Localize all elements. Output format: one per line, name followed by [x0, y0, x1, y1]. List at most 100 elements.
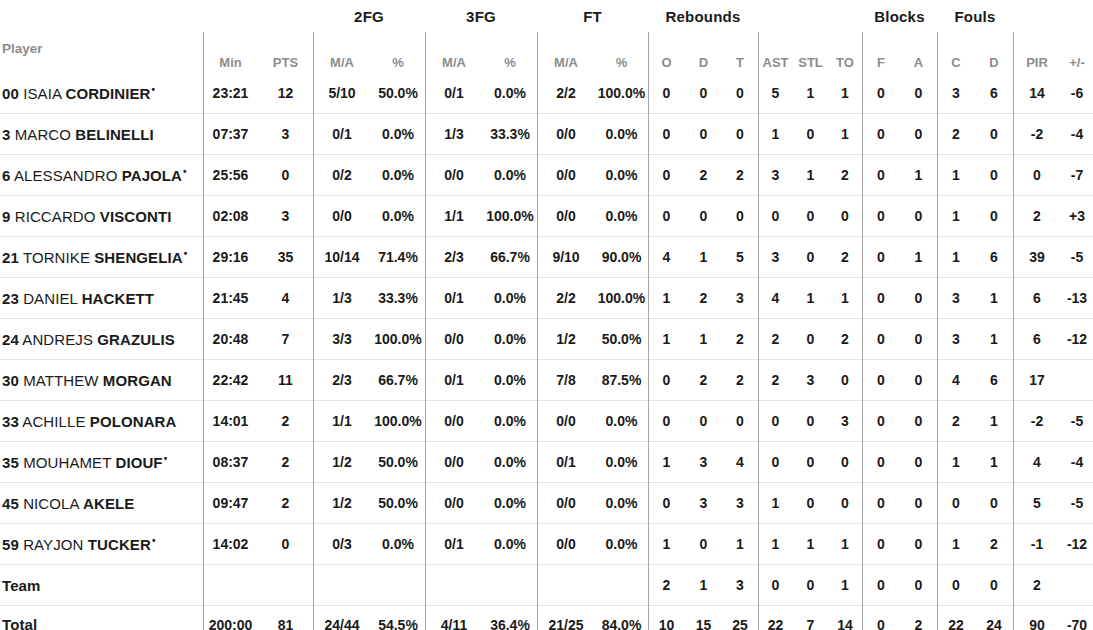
- cell-plus-minus: -12: [1061, 331, 1093, 347]
- cell-min: 25:56: [203, 167, 258, 183]
- col-header-m-a: M/A: [425, 55, 483, 73]
- player-name[interactable]: 3 MARCO BELINELLI: [0, 126, 203, 143]
- cell-reb-d: 0: [685, 536, 722, 552]
- player-name[interactable]: 59 RAYJON TUCKER•: [0, 535, 203, 553]
- cell-blk-a: 0: [900, 331, 937, 347]
- cell-pir: 0: [1013, 167, 1061, 183]
- cell-pts: 35: [258, 249, 313, 265]
- cell-3fg-ma: 0/0: [425, 413, 483, 429]
- cell-min: 22:42: [203, 372, 258, 388]
- group-header-2fg: 2FG: [313, 8, 425, 25]
- player-name[interactable]: 00 ISAIA CORDINIER•: [0, 84, 203, 102]
- cell-pts: 2: [258, 495, 313, 511]
- player-row: 21 TORNIKE SHENGELIA•29:163510/1471.4%2/…: [0, 237, 1093, 278]
- cell-pir: 6: [1013, 290, 1061, 306]
- cell-pts: 81: [258, 617, 313, 630]
- cell-reb-t: 2: [722, 331, 758, 347]
- cell-reb-o: 0: [648, 126, 685, 142]
- col-header-col: +/-: [1061, 55, 1093, 73]
- cell-ft-pct: 0.0%: [595, 454, 648, 470]
- cell-blk-a: 0: [900, 495, 937, 511]
- cell-3fg-pct: 0.0%: [483, 372, 537, 388]
- cell-stl: 0: [793, 495, 828, 511]
- player-last-name: BELINELLI: [75, 126, 153, 143]
- player-name[interactable]: 24 ANDREJS GRAZULIS: [0, 331, 203, 348]
- cell-stl: 0: [793, 126, 828, 142]
- player-name[interactable]: 6 ALESSANDRO PAJOLA•: [0, 166, 203, 184]
- cell-3fg-ma: 0/1: [425, 290, 483, 306]
- cell-ft-pct: 50.0%: [595, 331, 648, 347]
- cell-blk-f: 0: [862, 536, 900, 552]
- player-name[interactable]: 9 RICCARDO VISCONTI: [0, 208, 203, 225]
- cell-reb-o: 0: [648, 167, 685, 183]
- cell-foul-c: 1: [937, 167, 975, 183]
- cell-min: 21:45: [203, 290, 258, 306]
- cell-foul-d: 0: [975, 126, 1013, 142]
- cell-ast: 2: [758, 331, 793, 347]
- player-first-name: MARCO: [10, 126, 75, 143]
- cell-stl: 1: [793, 167, 828, 183]
- player-name[interactable]: 21 TORNIKE SHENGELIA•: [0, 248, 203, 266]
- player-name[interactable]: 45 NICOLA AKELE: [0, 495, 203, 512]
- col-header-col: %: [595, 55, 648, 73]
- player-name[interactable]: 33 ACHILLE POLONARA: [0, 413, 203, 430]
- cell-to: 14: [828, 617, 862, 630]
- cell-blk-a: 0: [900, 126, 937, 142]
- total-row-label: Total: [0, 616, 203, 630]
- cell-foul-c: 3: [937, 85, 975, 101]
- cell-min: 20:48: [203, 331, 258, 347]
- cell-foul-c: 22: [937, 617, 975, 630]
- col-header-pir: PIR: [1013, 55, 1061, 73]
- player-last-name: PAJOLA: [122, 167, 182, 184]
- cell-to: 2: [828, 167, 862, 183]
- cell-blk-a: 0: [900, 85, 937, 101]
- cell-stl: 7: [793, 617, 828, 630]
- cell-plus-minus: -5: [1061, 495, 1093, 511]
- cell-min: 08:37: [203, 454, 258, 470]
- cell-blk-a: 1: [900, 249, 937, 265]
- cell-3fg-pct: 0.0%: [483, 495, 537, 511]
- cell-2fg-ma: 2/3: [313, 372, 371, 388]
- player-first-name: ISAIA: [19, 85, 66, 102]
- player-name[interactable]: 23 DANIEL HACKETT: [0, 290, 203, 307]
- cell-pts: 2: [258, 454, 313, 470]
- player-name[interactable]: 35 MOUHAMET DIOUF•: [0, 453, 203, 471]
- cell-ft-pct: 0.0%: [595, 126, 648, 142]
- cell-3fg-pct: 0.0%: [483, 454, 537, 470]
- cell-blk-a: 0: [900, 536, 937, 552]
- cell-foul-c: 2: [937, 413, 975, 429]
- cell-ft-pct: 0.0%: [595, 536, 648, 552]
- cell-to: 1: [828, 290, 862, 306]
- cell-to: 2: [828, 249, 862, 265]
- player-name[interactable]: 30 MATTHEW MORGAN: [0, 372, 203, 389]
- cell-pir: 2: [1013, 208, 1061, 224]
- cell-ft-pct: 87.5%: [595, 372, 648, 388]
- cell-2fg-pct: 54.5%: [371, 617, 425, 630]
- cell-stl: 1: [793, 536, 828, 552]
- player-last-name: GRAZULIS: [97, 331, 174, 348]
- cell-pir: 4: [1013, 454, 1061, 470]
- cell-stl: 0: [793, 413, 828, 429]
- cell-reb-d: 1: [685, 331, 722, 347]
- cell-reb-t: 0: [722, 413, 758, 429]
- cell-plus-minus: -7: [1061, 167, 1093, 183]
- cell-ft-pct: 0.0%: [595, 495, 648, 511]
- cell-blk-f: 0: [862, 454, 900, 470]
- cell-ast: 4: [758, 290, 793, 306]
- cell-pts: 7: [258, 331, 313, 347]
- col-header-f: F: [862, 55, 900, 73]
- cell-blk-a: 0: [900, 290, 937, 306]
- cell-ft-pct: 84.0%: [595, 617, 648, 630]
- col-header-d: D: [685, 55, 722, 73]
- cell-foul-c: 1: [937, 454, 975, 470]
- table-body: 00 ISAIA CORDINIER•23:21125/1050.0%0/10.…: [0, 73, 1093, 630]
- cell-ft-ma: 0/0: [537, 536, 595, 552]
- cell-foul-d: 1: [975, 413, 1013, 429]
- starter-marker-icon: •: [152, 535, 156, 546]
- cell-foul-d: 0: [975, 208, 1013, 224]
- player-row: 45 NICOLA AKELE09:4721/250.0%0/00.0%0/00…: [0, 483, 1093, 524]
- cell-plus-minus: -5: [1061, 413, 1093, 429]
- column-divider: [1013, 32, 1014, 630]
- cell-foul-d: 0: [975, 167, 1013, 183]
- cell-stl: 0: [793, 331, 828, 347]
